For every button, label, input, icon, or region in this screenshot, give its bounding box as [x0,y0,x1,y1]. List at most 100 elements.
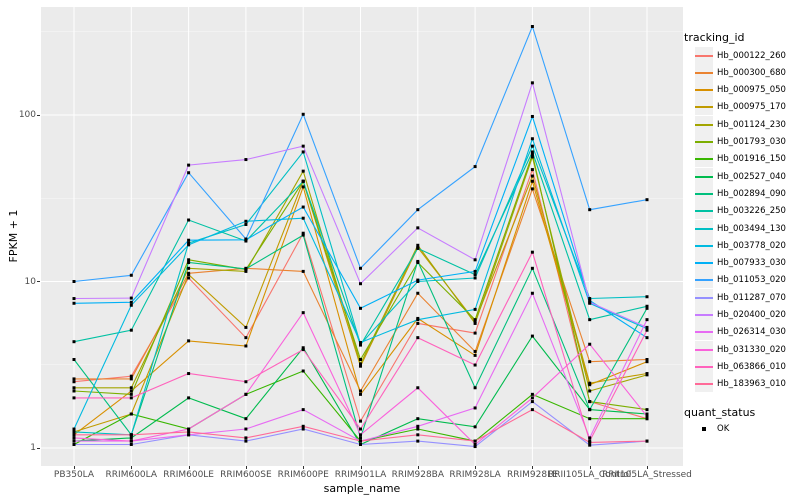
x-tick-mark [131,466,133,469]
data-point [645,360,649,364]
data-point [72,427,76,431]
x-tick-mark [417,466,419,469]
data-point [301,150,305,154]
data-point [473,269,477,273]
legend-key [695,184,713,202]
ok-marker-icon [702,427,706,431]
data-point [129,386,133,390]
data-point [645,358,649,362]
data-point [588,381,592,385]
data-point [72,297,76,301]
legend-key-line-icon [695,227,713,230]
legend-item-Hb_001124_230: Hb_001124_230 [684,115,800,133]
data-point [645,373,649,377]
data-point [129,303,133,307]
data-point [473,307,477,311]
legend-item-label: Hb_183963_010 [717,379,786,390]
data-point [129,439,133,443]
data-point [301,348,305,352]
data-point [473,363,477,367]
data-point [301,144,305,148]
legend-key [695,340,713,358]
data-point [588,297,592,301]
x-tick-label-RRIM928LE: RRIM928LE [506,470,558,480]
legend-key-line-icon [695,244,713,247]
legend-key-line-icon [695,348,713,351]
data-point [301,311,305,315]
legend-key-line-icon [695,279,713,282]
legend-key [695,357,713,375]
data-point [301,269,305,273]
data-point [473,320,477,324]
data-point [530,168,534,172]
data-point [473,439,477,443]
legend-key [695,115,713,133]
data-point [473,318,477,322]
data-point [416,386,420,390]
legend-key-line-icon [695,89,713,92]
data-point [301,346,305,350]
legend-key [695,150,713,168]
legend-key [695,375,713,393]
data-point [359,427,362,431]
legend-item-label: Hb_001916_150 [717,154,786,165]
data-point [588,300,592,304]
data-point [645,417,649,421]
x-tick-mark [475,466,477,469]
data-point [530,174,534,178]
legend-item-label: Hb_031330_020 [717,344,786,355]
legend-item-Hb_063866_010: Hb_063866_010 [684,357,800,375]
data-point [530,396,534,400]
legend-item-label: Hb_007933_030 [717,258,786,269]
data-point [187,238,191,242]
legend-key-line-icon [695,71,713,74]
data-point [530,250,534,254]
data-point [588,440,592,444]
x-tick-label-RRIM600PE: RRIM600PE [277,470,329,480]
legend-item-Hb_002894_090: Hb_002894_090 [684,184,800,202]
data-point [301,233,305,237]
data-point [473,276,477,280]
legend-key [695,63,713,81]
data-point [72,380,76,384]
data-point [530,392,534,396]
data-point [359,362,362,366]
legend-key-line-icon [695,158,713,161]
data-point [588,360,592,364]
legend-item-label: Hb_003226_250 [717,206,786,217]
data-point [588,436,592,440]
data-point [645,306,649,310]
legend-item-Hb_001916_150: Hb_001916_150 [684,150,800,168]
legend-item-Hb_000975_050: Hb_000975_050 [684,81,800,99]
data-point [187,339,191,343]
x-tick-mark [74,466,75,469]
x-tick-label-RRII105LA_Control: RRII105LA_Control [547,470,632,480]
data-point [187,372,191,376]
data-point [72,430,76,434]
data-point [416,439,420,443]
x-tick-label-RRIM600LE: RRIM600LE [163,470,214,480]
data-point [301,205,305,209]
legend-item-Hb_026314_030: Hb_026314_030 [684,323,800,341]
data-point [588,318,592,322]
data-point [530,408,534,412]
data-point [473,331,477,335]
quant-status-label: OK [717,424,730,434]
legend-key-line-icon [695,296,713,299]
data-point [645,295,649,299]
data-point [72,340,76,344]
legend-item-label: Hb_002894_090 [717,188,786,199]
data-point [244,219,248,223]
data-point [416,433,420,437]
legend-item-Hb_183963_010: Hb_183963_010 [684,375,800,393]
data-point [244,222,248,226]
data-point [129,433,133,437]
data-point [187,430,191,434]
data-point [416,318,420,322]
data-point [473,349,477,353]
x-tick-mark [589,466,591,469]
data-point [588,208,592,212]
data-point [359,342,362,346]
data-point [187,266,191,270]
plot-panel [41,7,683,466]
